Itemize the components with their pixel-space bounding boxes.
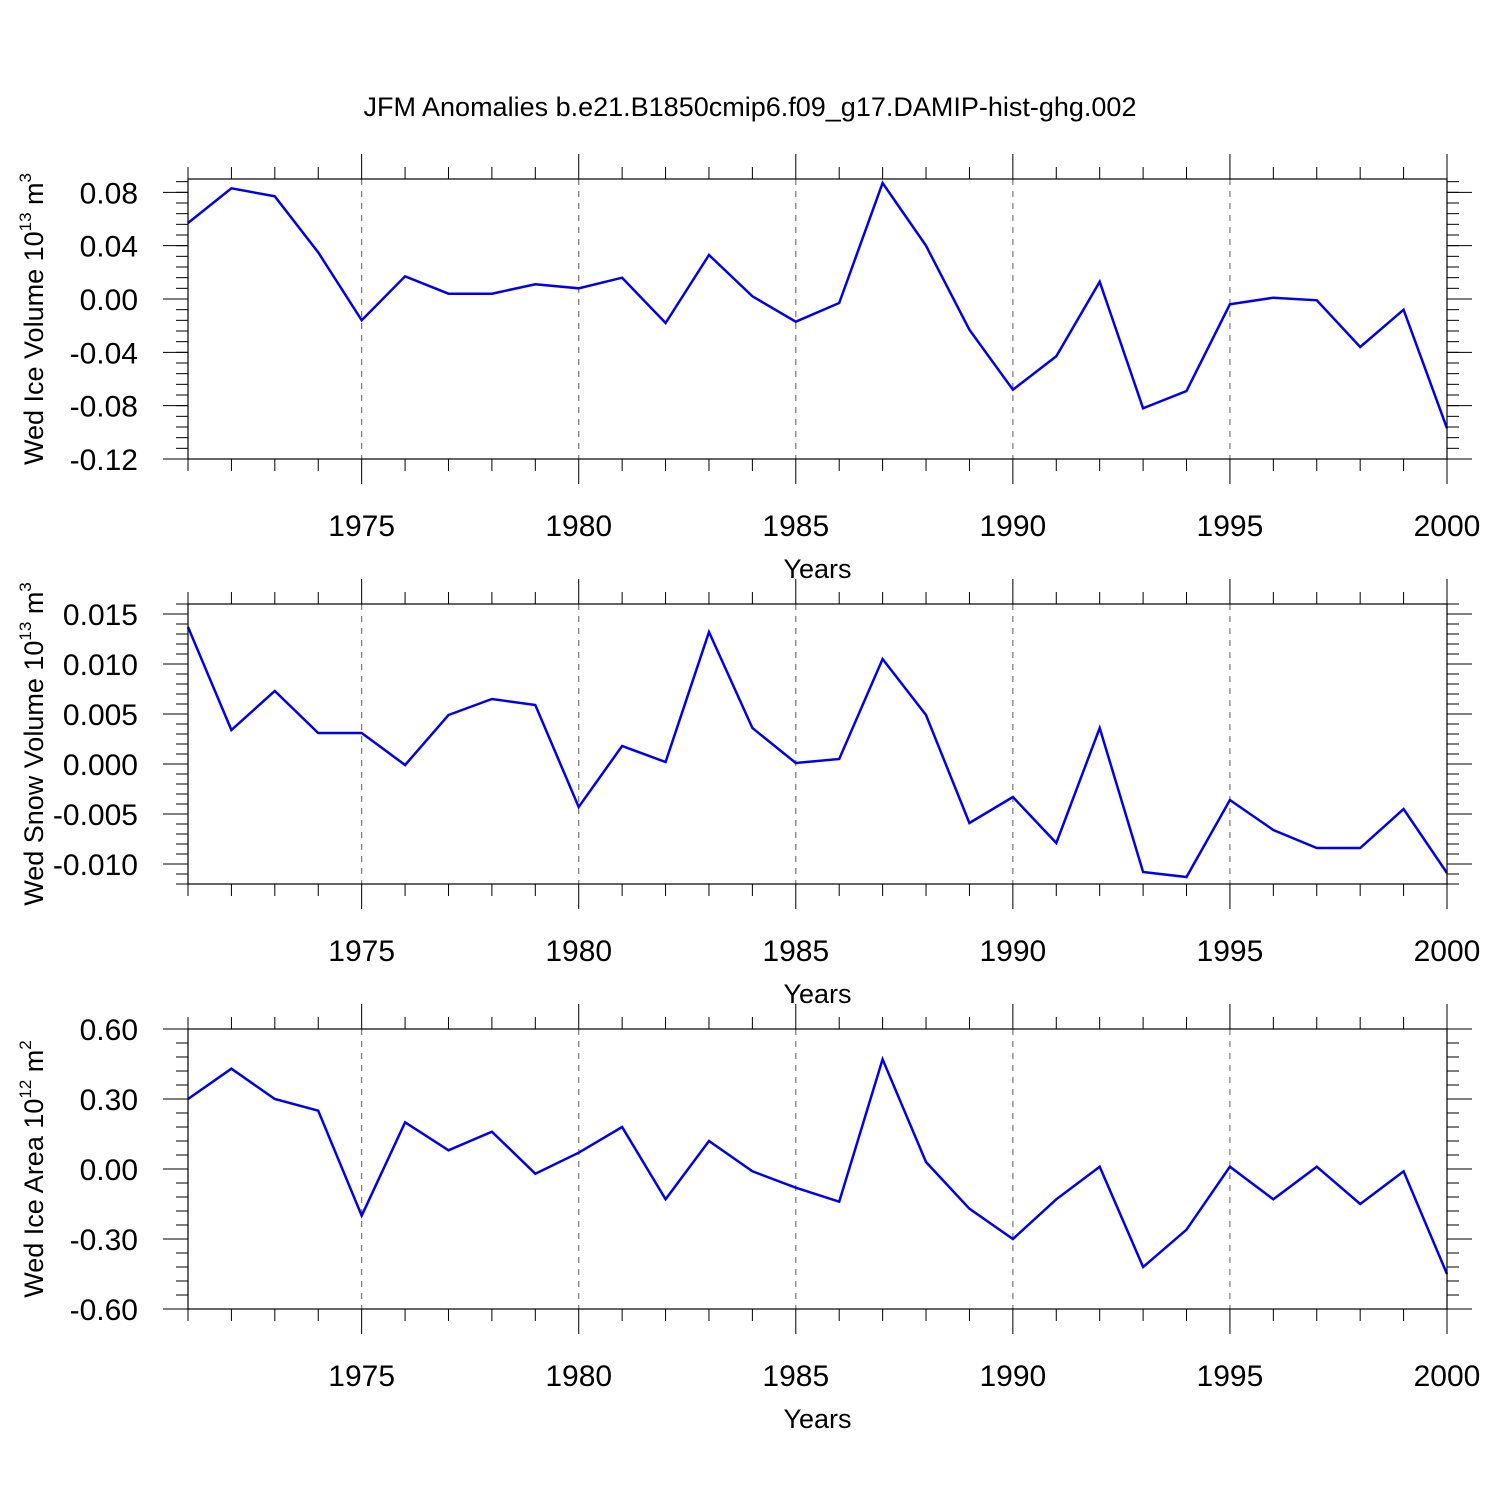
- chart-3-y-tick-label: 0.60: [80, 1014, 138, 1047]
- chart-1-x-tick-label: 1980: [545, 510, 612, 543]
- chart-2-x-tick-label: 2000: [1414, 935, 1481, 968]
- chart-3-y-axis-label: Wed Ice Area 1012 m2: [16, 1040, 49, 1298]
- chart-2-y-tick-label: 0.000: [63, 749, 138, 782]
- chart-1-series-line: [187, 180, 1449, 429]
- chart-2-y-tick-label: -0.005: [53, 799, 138, 832]
- chart-1-y-axis-label-superscript: 3: [16, 173, 35, 182]
- chart-2-y-axis-label: Wed Snow Volume 1013 m3: [16, 582, 49, 906]
- chart-3-x-tick-label: 1995: [1197, 1360, 1264, 1393]
- figure-title: JFM Anomalies b.e21.B1850cmip6.f09_g17.D…: [364, 92, 1137, 122]
- chart-panels: -0.12 -0.08 -0.04 0.00 0.04 0.08 1975 1980 1985 1…: [16, 154, 1480, 1434]
- chart-3-y-tick-label: 0.00: [80, 1154, 138, 1187]
- chart-3-x-tick-label: 1990: [979, 1360, 1046, 1393]
- chart-panel-1: -0.12 -0.08 -0.04 0.00 0.04 0.08 1975 1980 1985 1…: [16, 154, 1480, 584]
- chart-2-plot-frame: [187, 603, 1448, 885]
- chart-3-y-axis-label-superscript: 2: [16, 1040, 35, 1049]
- chart-2-x-tick-label: 1990: [979, 935, 1046, 968]
- chart-1-x-tick-label: 1985: [762, 510, 829, 543]
- chart-2-y-axis-label-part: m: [19, 592, 49, 622]
- chart-1-x-tick-label: 1995: [1197, 510, 1264, 543]
- chart-3-x-tick-label: 1985: [762, 1360, 829, 1393]
- chart-1-y-axis-label-superscript: 13: [16, 212, 35, 231]
- chart-3-x-tick-label: 2000: [1414, 1360, 1481, 1393]
- chart-1-y-axis-label-part: m: [19, 182, 49, 212]
- chart-2-y-axis-label-superscript: 3: [16, 582, 35, 591]
- chart-3-series-line: [187, 1055, 1449, 1275]
- chart-2-x-tick-label: 1975: [328, 935, 395, 968]
- chart-2-x-tick-label: 1980: [545, 935, 612, 968]
- chart-2-x-tick-label: 1985: [762, 935, 829, 968]
- chart-1-x-axis-label: Years: [783, 554, 851, 584]
- chart-1-y-axis-label-part: Wed Ice Volume 10: [19, 231, 49, 465]
- chart-3-plot-frame: [187, 1028, 1448, 1310]
- chart-2-y-tick-label: 0.005: [63, 699, 138, 732]
- chart-1-x-tick-label: 1990: [979, 510, 1046, 543]
- chart-1-y-tick-label: -0.04: [70, 337, 138, 370]
- chart-3-y-axis-label-part: m: [19, 1050, 49, 1080]
- chart-panel-2: -0.010 -0.005 0.000 0.005 0.010 0.015 1975 1980…: [16, 579, 1480, 1009]
- chart-3-x-tick-label: 1975: [328, 1360, 395, 1393]
- chart-2-y-tick-label: 0.010: [63, 649, 138, 682]
- chart-2-y-axis-label-superscript: 13: [16, 622, 35, 641]
- chart-3-y-axis-label-part: Wed Ice Area 10: [19, 1099, 49, 1298]
- chart-1-y-tick-label: 0.04: [80, 231, 138, 264]
- chart-2-series-line: [186, 626, 1449, 879]
- chart-2-x-tick-label: 1995: [1197, 935, 1264, 968]
- chart-panel-3: -0.60 -0.30 0.00 0.30 0.60 1975 1980 1985 1990 19…: [16, 1004, 1480, 1434]
- chart-3-y-tick-label: -0.30: [70, 1224, 138, 1257]
- chart-2-x-axis-label: Years: [783, 979, 851, 1009]
- chart-2-y-tick-label: 0.015: [63, 599, 138, 632]
- chart-1-x-tick-label: 1975: [328, 510, 395, 543]
- chart-1-y-axis-label: Wed Ice Volume 1013 m3: [16, 173, 49, 465]
- chart-1-y-tick-label: 0.00: [80, 284, 138, 317]
- chart-1-y-tick-label: -0.12: [70, 444, 138, 477]
- chart-1-x-tick-label: 2000: [1414, 510, 1481, 543]
- chart-1-y-tick-label: 0.08: [80, 177, 138, 210]
- chart-2-y-tick-label: -0.010: [53, 849, 138, 882]
- chart-3-y-axis-label-superscript: 12: [16, 1080, 35, 1099]
- chart-2-y-axis-label-part: Wed Snow Volume 10: [19, 641, 49, 906]
- chart-3-x-axis-label: Years: [783, 1404, 851, 1434]
- chart-1-plot-frame: [187, 178, 1448, 460]
- chart-1-y-tick-label: -0.08: [70, 391, 138, 424]
- chart-3-x-tick-label: 1980: [545, 1360, 612, 1393]
- chart-3-y-tick-label: 0.30: [80, 1084, 138, 1117]
- chart-3-y-tick-label: -0.60: [70, 1294, 138, 1327]
